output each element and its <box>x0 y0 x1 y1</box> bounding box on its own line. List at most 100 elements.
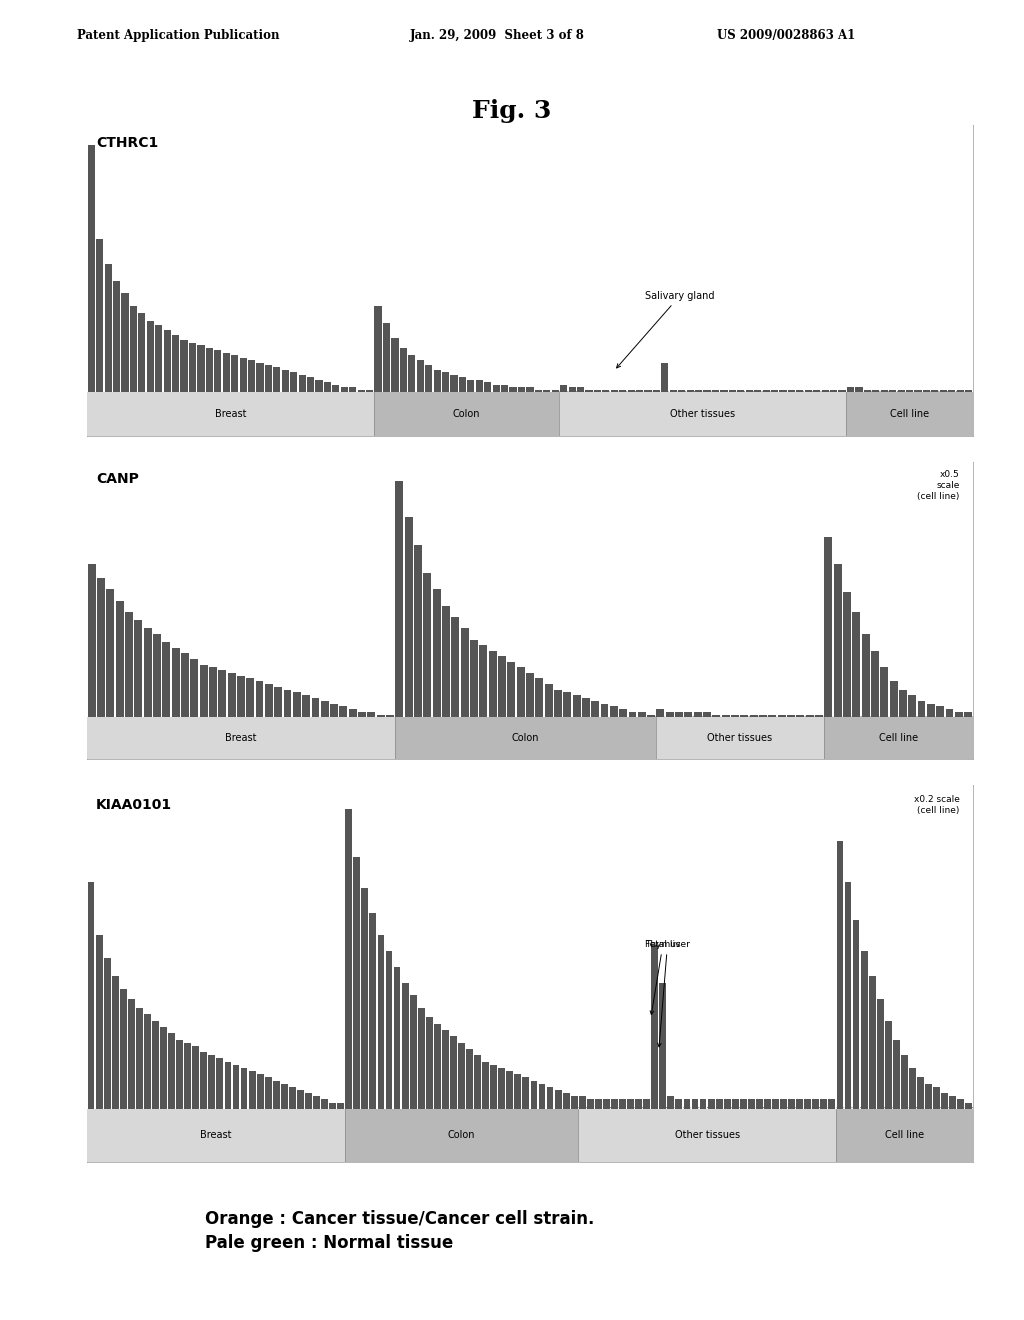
Bar <box>713 714 720 718</box>
Bar <box>272 1081 280 1109</box>
Bar <box>209 1055 215 1109</box>
Bar <box>87 718 394 759</box>
Bar <box>257 1074 263 1109</box>
Bar <box>479 645 487 718</box>
Bar <box>740 714 749 718</box>
Bar <box>88 145 95 392</box>
Bar <box>125 611 133 718</box>
Bar <box>103 957 111 1109</box>
Bar <box>716 1100 723 1109</box>
Bar <box>442 606 450 718</box>
Bar <box>506 1071 513 1109</box>
Bar <box>168 1034 175 1109</box>
Bar <box>582 698 590 718</box>
Bar <box>366 389 373 392</box>
Bar <box>845 882 851 1109</box>
Bar <box>644 389 651 392</box>
Text: Cell line: Cell line <box>890 409 929 418</box>
Bar <box>846 392 973 436</box>
Bar <box>136 1008 142 1109</box>
Bar <box>563 693 571 718</box>
Text: x0.2 scale
(cell line): x0.2 scale (cell line) <box>913 795 959 816</box>
Bar <box>322 1100 328 1109</box>
Bar <box>152 1020 159 1109</box>
Bar <box>815 714 823 718</box>
Bar <box>313 1097 319 1109</box>
Text: x0.5
scale
(cell line): x0.5 scale (cell line) <box>918 470 959 500</box>
Bar <box>404 517 413 718</box>
Bar <box>949 1097 956 1109</box>
Bar <box>695 389 702 392</box>
Bar <box>164 330 171 392</box>
Bar <box>112 977 119 1109</box>
Bar <box>482 1061 489 1109</box>
Bar <box>452 618 460 718</box>
Bar <box>722 714 730 718</box>
Bar <box>720 389 727 392</box>
Bar <box>643 1100 650 1109</box>
Bar <box>393 968 400 1109</box>
Bar <box>559 392 846 436</box>
Bar <box>461 628 469 718</box>
Bar <box>893 1040 900 1109</box>
Bar <box>370 913 377 1109</box>
Bar <box>232 1065 240 1109</box>
Bar <box>138 313 145 392</box>
Bar <box>708 1100 715 1109</box>
Bar <box>87 392 374 436</box>
Bar <box>881 668 888 718</box>
Bar <box>703 389 711 392</box>
Bar <box>476 380 483 392</box>
Bar <box>918 1077 924 1109</box>
Bar <box>144 1014 151 1109</box>
Bar <box>414 545 422 718</box>
Bar <box>837 841 844 1109</box>
Bar <box>933 1086 940 1109</box>
Bar <box>130 306 137 392</box>
Bar <box>88 882 94 1109</box>
Text: Pale green : Normal tissue: Pale green : Normal tissue <box>205 1234 453 1253</box>
Bar <box>501 384 508 392</box>
Bar <box>353 857 360 1109</box>
Bar <box>333 384 340 392</box>
Bar <box>539 1084 546 1109</box>
Bar <box>651 945 658 1109</box>
Bar <box>361 888 369 1109</box>
Bar <box>526 387 534 392</box>
Bar <box>329 1102 336 1109</box>
Bar <box>358 711 366 718</box>
Bar <box>337 1102 344 1109</box>
Bar <box>218 671 226 718</box>
Bar <box>146 321 154 392</box>
Bar <box>341 387 348 392</box>
Bar <box>745 389 753 392</box>
Bar <box>620 389 627 392</box>
Bar <box>620 1100 626 1109</box>
Bar <box>931 389 938 392</box>
Bar <box>227 673 236 718</box>
Bar <box>134 620 142 718</box>
Bar <box>927 704 935 718</box>
Bar <box>209 668 217 718</box>
Bar <box>628 389 635 392</box>
Bar <box>804 1100 811 1109</box>
Bar <box>256 363 263 392</box>
Bar <box>224 1061 231 1109</box>
Bar <box>97 578 105 718</box>
Bar <box>357 389 365 392</box>
Bar <box>374 392 559 436</box>
Bar <box>488 651 497 718</box>
Bar <box>595 1100 602 1109</box>
Bar <box>349 387 356 392</box>
Bar <box>143 628 152 718</box>
Bar <box>176 1040 183 1109</box>
Bar <box>936 706 944 718</box>
Bar <box>570 1097 578 1109</box>
Bar <box>249 1071 256 1109</box>
Text: Breast: Breast <box>225 733 257 743</box>
Bar <box>813 389 820 392</box>
Bar <box>647 714 655 718</box>
Bar <box>206 347 213 392</box>
Bar <box>768 714 776 718</box>
Bar <box>812 1100 819 1109</box>
